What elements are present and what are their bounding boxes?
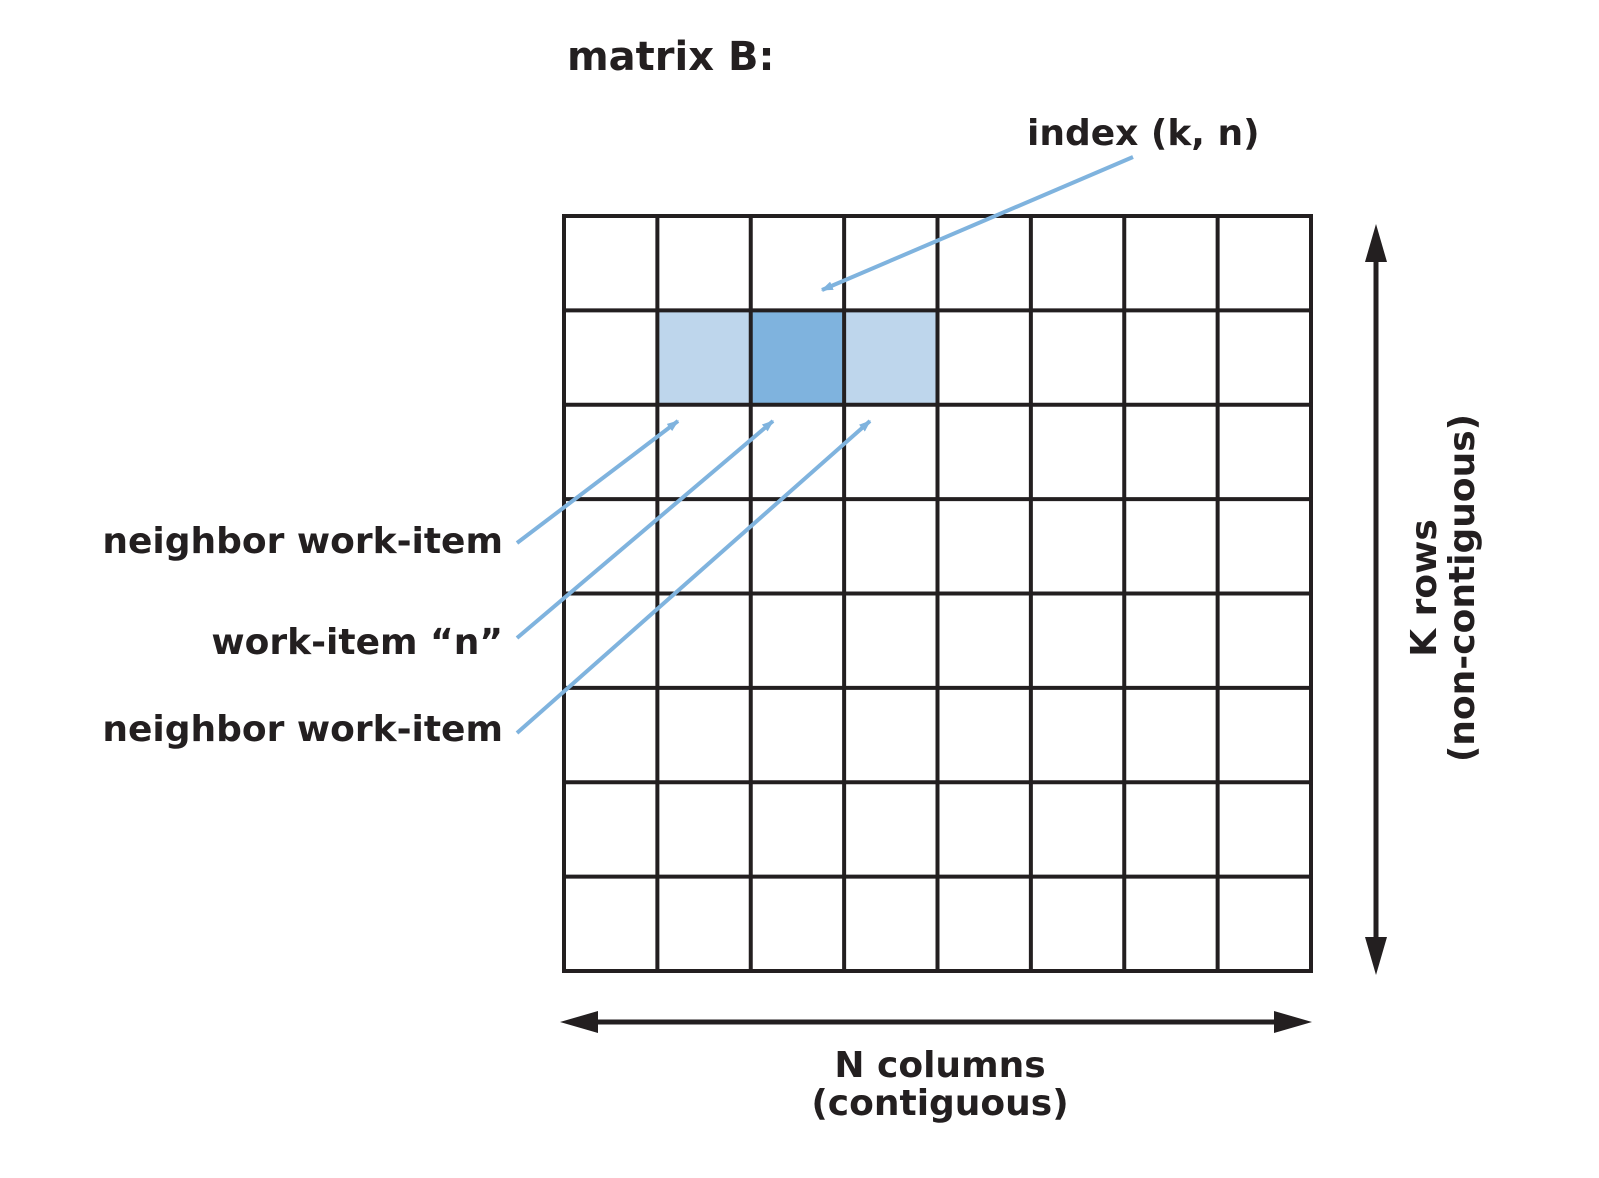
matrix-cell bbox=[1124, 216, 1218, 311]
matrix-cell bbox=[1124, 404, 1218, 500]
matrix-grid-lines bbox=[562, 214, 1313, 973]
k-axis-bottom-arrowhead bbox=[1365, 937, 1387, 975]
k-non-contiguous-label: (non-contiguous) bbox=[1442, 414, 1483, 762]
matrix-cell bbox=[750, 782, 845, 877]
matrix-cell bbox=[1124, 687, 1218, 783]
matrix-cell bbox=[1217, 216, 1311, 311]
matrix-cell bbox=[1030, 404, 1125, 500]
matrix-cell bbox=[564, 782, 658, 877]
matrix-cell bbox=[657, 216, 751, 311]
matrix-cell bbox=[1030, 499, 1125, 594]
matrix-cell bbox=[750, 216, 845, 311]
matrix-cell bbox=[1124, 310, 1218, 405]
matrix-cell bbox=[844, 404, 938, 500]
matrix-cell bbox=[844, 782, 938, 877]
matrix-cell bbox=[1217, 499, 1311, 594]
matrix-cell bbox=[564, 404, 658, 500]
matrix-cell bbox=[937, 216, 1031, 311]
matrix-cell bbox=[1217, 310, 1311, 405]
matrix-cell bbox=[1124, 876, 1218, 971]
matrix-cell bbox=[564, 593, 658, 688]
matrix-cell bbox=[657, 499, 751, 594]
index-label: index (k, n) bbox=[1027, 113, 1260, 154]
matrix-cell bbox=[564, 499, 658, 594]
matrix-cell bbox=[844, 876, 938, 971]
n-columns-axis bbox=[560, 1011, 1312, 1033]
matrix-cell bbox=[1217, 593, 1311, 688]
matrix-cell bbox=[657, 593, 751, 688]
matrix-cell bbox=[1030, 782, 1125, 877]
work-item-n-label: work-item “n” bbox=[211, 622, 503, 663]
matrix-cell bbox=[1217, 876, 1311, 971]
matrix-cell bbox=[657, 876, 751, 971]
matrix-cell bbox=[937, 782, 1031, 877]
matrix-cell bbox=[1124, 782, 1218, 877]
neighbor-right-arrow bbox=[515, 419, 872, 735]
matrix-cell bbox=[750, 876, 845, 971]
matrix-cell bbox=[564, 216, 658, 311]
neighbor-work-item-label-bottom: neighbor work-item bbox=[102, 709, 503, 750]
matrix-cell bbox=[1030, 310, 1125, 405]
callout-arrows bbox=[515, 155, 1134, 735]
n-axis-left-arrowhead bbox=[560, 1011, 598, 1033]
matrix-cell bbox=[1217, 782, 1311, 877]
matrix-cell bbox=[657, 782, 751, 877]
matrix-cell bbox=[1124, 499, 1218, 594]
matrix-cells bbox=[564, 216, 1311, 971]
matrix-cell bbox=[844, 499, 938, 594]
matrix-cell bbox=[1124, 593, 1218, 688]
matrix-cell bbox=[844, 593, 938, 688]
matrix-cell bbox=[844, 216, 938, 311]
matrix-cell bbox=[1030, 593, 1125, 688]
matrix-cell bbox=[937, 404, 1031, 500]
matrix-cell bbox=[750, 687, 845, 783]
k-axis-top-arrowhead bbox=[1365, 224, 1387, 262]
matrix-cell bbox=[937, 310, 1031, 405]
k-rows-label: K rows bbox=[1404, 519, 1445, 657]
matrix-cell bbox=[1217, 687, 1311, 783]
n-axis-right-arrowhead bbox=[1274, 1011, 1312, 1033]
work-item-cell bbox=[750, 310, 845, 405]
matrix-cell bbox=[750, 593, 845, 688]
matrix-cell bbox=[844, 687, 938, 783]
n-contiguous-label: (contiguous) bbox=[811, 1083, 1068, 1124]
matrix-cell bbox=[937, 687, 1031, 783]
matrix-cell bbox=[937, 499, 1031, 594]
matrix-cell bbox=[937, 876, 1031, 971]
n-columns-label: N columns bbox=[834, 1045, 1045, 1086]
matrix-cell bbox=[657, 687, 751, 783]
matrix-cell bbox=[564, 687, 658, 783]
work-item-arrow bbox=[515, 419, 775, 640]
diagram-title: matrix B: bbox=[567, 34, 774, 80]
matrix-cell bbox=[564, 310, 658, 405]
k-rows-axis bbox=[1365, 224, 1387, 975]
neighbor-cell bbox=[844, 310, 938, 405]
matrix-cell bbox=[564, 876, 658, 971]
neighbor-work-item-label-top: neighbor work-item bbox=[102, 521, 503, 562]
neighbor-left-arrow bbox=[515, 419, 680, 545]
matrix-cell bbox=[1030, 216, 1125, 311]
matrix-cell bbox=[1030, 687, 1125, 783]
matrix-cell bbox=[937, 593, 1031, 688]
matrix-cell bbox=[1217, 404, 1311, 500]
neighbor-cell bbox=[657, 310, 751, 405]
matrix-cell bbox=[1030, 876, 1125, 971]
index-arrow bbox=[820, 155, 1134, 292]
